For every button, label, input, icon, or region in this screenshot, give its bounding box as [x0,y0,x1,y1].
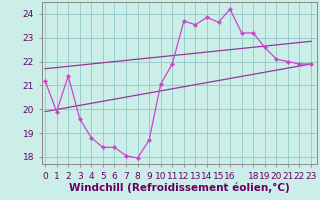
X-axis label: Windchill (Refroidissement éolien,°C): Windchill (Refroidissement éolien,°C) [69,182,290,193]
